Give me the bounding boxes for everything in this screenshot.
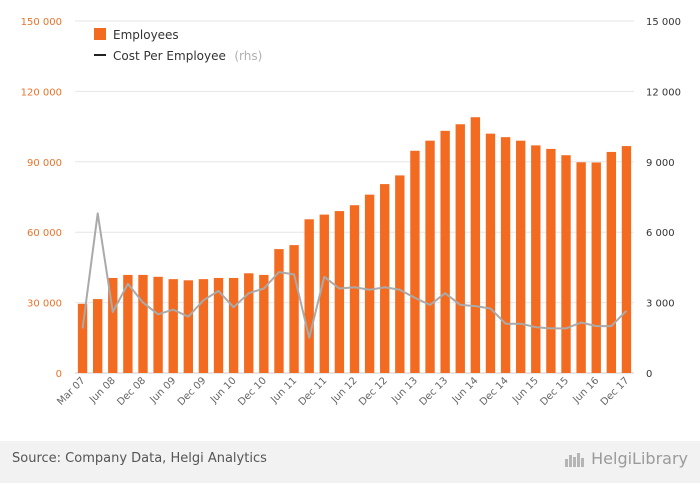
x-tick-label: Jun 12 bbox=[329, 375, 360, 406]
legend-series-name: Cost Per Employee bbox=[113, 49, 226, 63]
line-series-cost-per-employee bbox=[81, 212, 628, 339]
x-tick-label: Dec 08 bbox=[115, 375, 148, 408]
bar-employees bbox=[334, 211, 345, 373]
bar-employees bbox=[380, 184, 390, 373]
bar-employees bbox=[395, 175, 405, 373]
bar-employees bbox=[364, 194, 375, 373]
y-tick-right: 9 000 bbox=[646, 158, 675, 169]
bar-employees bbox=[425, 140, 435, 373]
bar-employees bbox=[440, 130, 450, 373]
x-tick-label: Dec 12 bbox=[357, 375, 390, 408]
bar-employees bbox=[410, 150, 420, 373]
bar-employees bbox=[274, 249, 284, 373]
source-note: Source: Company Data, Helgi Analytics bbox=[12, 451, 267, 466]
bar-employees bbox=[108, 277, 118, 373]
chart-svg: 0 30 000 60 000 90 000 120 000 150 000 0 3 000 6… bbox=[21, 17, 681, 408]
bar-employees bbox=[591, 162, 601, 373]
y-tick-right: 0 bbox=[646, 369, 652, 380]
bar-employees bbox=[319, 214, 329, 373]
y-tick-left: 0 bbox=[56, 369, 62, 380]
bar-employees bbox=[289, 245, 299, 373]
legend-swatch-employees bbox=[94, 28, 106, 40]
bar-employees bbox=[228, 277, 239, 373]
x-tick-label: Jun 16 bbox=[571, 375, 602, 406]
bar-employees bbox=[244, 273, 254, 373]
bar-employees bbox=[183, 280, 193, 373]
bar-employees bbox=[138, 274, 148, 373]
y-tick-right: 6 000 bbox=[646, 228, 675, 239]
bar-employees bbox=[349, 205, 360, 373]
y-tick-left: 90 000 bbox=[27, 158, 62, 169]
legend-label-cost-per-employee: Cost Per Employee (rhs) bbox=[113, 47, 262, 64]
bar-employees bbox=[516, 140, 526, 373]
bar-employees bbox=[531, 145, 541, 373]
legend: Employees Cost Per Employee (rhs) bbox=[94, 28, 262, 64]
bar-employees bbox=[455, 124, 465, 374]
x-tick-label: Mar 07 bbox=[55, 375, 87, 407]
helgi-library-logo[interactable]: HelgiLibrary bbox=[565, 449, 688, 468]
x-tick-label: Jun 13 bbox=[389, 375, 420, 406]
bar-series-employees bbox=[77, 117, 632, 374]
bar-employees bbox=[561, 155, 571, 373]
bookshelf-icon bbox=[565, 451, 587, 467]
bar-employees bbox=[123, 274, 133, 373]
y-tick-left: 120 000 bbox=[21, 87, 62, 98]
bar-employees bbox=[198, 279, 209, 373]
bar-employees bbox=[500, 137, 511, 373]
bar-employees bbox=[485, 133, 496, 373]
y-tick-right: 12 000 bbox=[646, 87, 681, 98]
logo-text: HelgiLibrary bbox=[591, 449, 688, 468]
bar-employees bbox=[259, 274, 269, 373]
y-tick-right: 15 000 bbox=[646, 17, 681, 28]
y-tick-left: 60 000 bbox=[27, 228, 62, 239]
legend-series-unit: (rhs) bbox=[234, 49, 262, 63]
bar-employees bbox=[77, 303, 88, 373]
bar-employees bbox=[470, 117, 481, 373]
bar-employees bbox=[213, 277, 224, 373]
x-tick-label: Dec 17 bbox=[599, 375, 632, 408]
bar-employees bbox=[621, 146, 632, 373]
x-tick-label: Dec 09 bbox=[176, 375, 209, 408]
legend-label-employees: Employees bbox=[113, 28, 179, 42]
bar-employees bbox=[304, 219, 314, 373]
x-tick-label: Jun 15 bbox=[510, 375, 541, 406]
x-tick-label: Dec 10 bbox=[236, 375, 269, 408]
bar-employees bbox=[576, 162, 586, 373]
x-tick-label: Dec 14 bbox=[478, 375, 511, 408]
bar-employees bbox=[92, 299, 103, 373]
y-tick-left: 30 000 bbox=[27, 299, 62, 310]
y-tick-left: 150 000 bbox=[21, 17, 62, 28]
x-tick-label: Dec 11 bbox=[297, 375, 330, 408]
x-tick-label: Dec 13 bbox=[418, 375, 451, 408]
y-tick-right: 3 000 bbox=[646, 299, 675, 310]
x-tick-label: Jun 09 bbox=[148, 375, 179, 406]
line-cost-per-employee bbox=[81, 212, 628, 339]
x-tick-label: Jun 14 bbox=[450, 375, 481, 406]
x-tick-label: Jun 08 bbox=[87, 375, 118, 406]
bar-employees bbox=[153, 276, 163, 373]
bar-employees bbox=[168, 279, 178, 373]
x-tick-label: Dec 15 bbox=[538, 375, 571, 408]
x-tick-label: Jun 10 bbox=[208, 375, 239, 406]
bar-employees bbox=[546, 148, 556, 373]
x-tick-label: Jun 11 bbox=[268, 375, 299, 406]
bar-employees bbox=[606, 151, 617, 373]
